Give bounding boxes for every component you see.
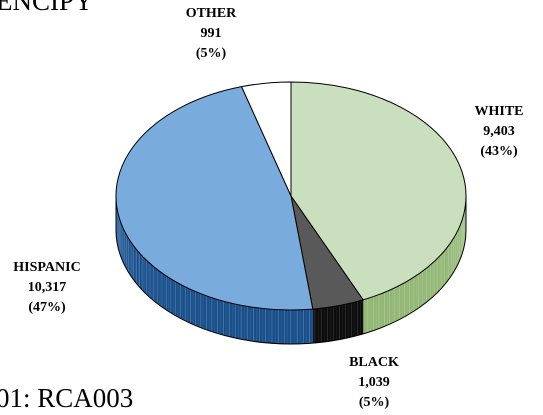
slice-label-black-name: BLACK <box>349 355 399 370</box>
slice-side-white <box>362 195 467 335</box>
slice-label-black-value: 1,039 <box>358 375 390 390</box>
header-partial-text: ENCIPY <box>0 0 94 16</box>
slice-label-other-name: OTHER <box>185 6 237 21</box>
pie-rim-outline <box>115 196 467 345</box>
slice-label-black-percent: (5%) <box>358 395 390 410</box>
footer-partial-text: 01: RCA003 <box>0 383 134 413</box>
slice-label-white-percent: (43%) <box>480 144 518 159</box>
slice-label-white: WHITE 9,403 (43%) <box>462 102 536 162</box>
slice-label-other: OTHER 991 (5%) <box>171 4 251 64</box>
slice-label-hispanic-value: 10,317 <box>27 280 67 295</box>
slice-label-hispanic-percent: (47%) <box>28 300 66 315</box>
slice-label-other-percent: (5%) <box>195 46 227 61</box>
slice-white <box>290 81 467 301</box>
slice-label-white-name: WHITE <box>474 104 524 119</box>
slice-label-white-value: 9,403 <box>483 124 515 139</box>
slice-label-hispanic: HISPANIC 10,317 (47%) <box>2 258 92 318</box>
slice-label-hispanic-name: HISPANIC <box>13 260 81 275</box>
slice-label-black: BLACK 1,039 (5%) <box>338 353 410 413</box>
slice-label-other-value: 991 <box>200 26 222 41</box>
slice-other <box>241 81 292 197</box>
slice-side-black <box>312 299 364 344</box>
slice-hispanic <box>115 86 314 311</box>
